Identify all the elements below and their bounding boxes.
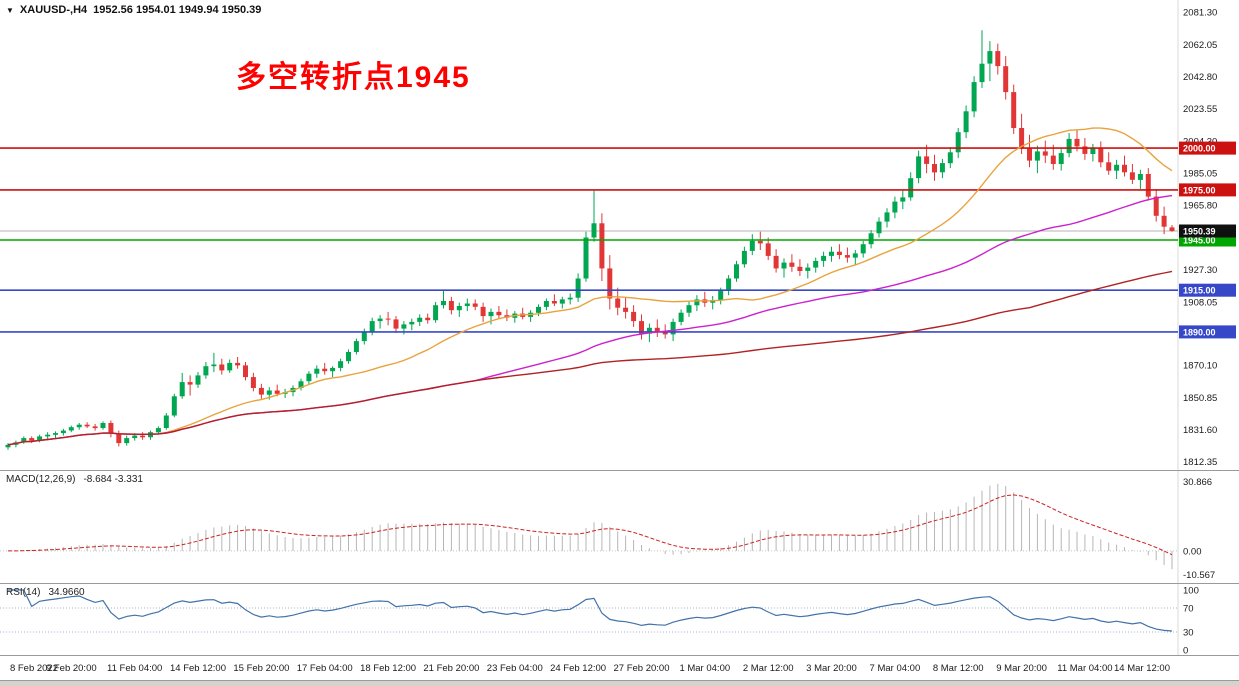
ohlc-values: 1952.56 1954.01 1949.94 1950.39: [93, 4, 262, 16]
collapse-triangle-icon[interactable]: ▼: [6, 5, 14, 15]
macd-values: -8.684 -3.331: [83, 474, 143, 485]
svg-text:1915.00: 1915.00: [1183, 286, 1216, 296]
svg-text:24 Feb 12:00: 24 Feb 12:00: [550, 663, 606, 674]
svg-text:1812.35: 1812.35: [1183, 457, 1217, 468]
svg-text:11 Feb 04:00: 11 Feb 04:00: [107, 663, 162, 674]
svg-text:2000.00: 2000.00: [1183, 144, 1216, 154]
svg-text:1950.39: 1950.39: [1183, 227, 1216, 237]
price-level-box: 2000.00: [1179, 141, 1236, 155]
svg-text:1965.80: 1965.80: [1183, 201, 1217, 212]
price-level-box: 1915.00: [1179, 283, 1236, 297]
svg-text:2081.30: 2081.30: [1183, 8, 1217, 19]
svg-text:1945.00: 1945.00: [1183, 236, 1216, 246]
svg-text:1890.00: 1890.00: [1183, 327, 1216, 337]
svg-text:2 Mar 12:00: 2 Mar 12:00: [743, 663, 794, 674]
chart-annotation[interactable]: 多空转折点1945: [236, 61, 471, 94]
svg-text:8 Mar 12:00: 8 Mar 12:00: [933, 663, 984, 674]
price-level-box: 1890.00: [1179, 325, 1236, 339]
svg-text:7 Mar 04:00: 7 Mar 04:00: [870, 663, 921, 674]
chart-title: ▼ XAUUSD-,H4 1952.56 1954.01 1949.94 195…: [6, 4, 261, 16]
svg-text:1975.00: 1975.00: [1183, 185, 1216, 195]
svg-text:-10.567: -10.567: [1183, 570, 1215, 581]
rsi-indicator-label: RSI(14) 34.9660: [6, 587, 85, 598]
svg-text:2023.55: 2023.55: [1183, 104, 1217, 115]
svg-text:30.866: 30.866: [1183, 477, 1212, 488]
svg-text:9 Feb 20:00: 9 Feb 20:00: [46, 663, 97, 674]
svg-text:100: 100: [1183, 586, 1199, 597]
svg-text:1 Mar 04:00: 1 Mar 04:00: [679, 663, 730, 674]
svg-text:23 Feb 04:00: 23 Feb 04:00: [487, 663, 543, 674]
rsi-canvas[interactable]: 100 70 30 0: [0, 584, 1239, 656]
time-axis: 8 Feb 2022 9 Feb 20:00 11 Feb 04:00 14 Feb …: [0, 655, 1239, 680]
window-bottom-edge: [0, 680, 1239, 686]
svg-text:1927.30: 1927.30: [1183, 265, 1217, 276]
svg-text:17 Feb 04:00: 17 Feb 04:00: [297, 663, 353, 674]
rsi-label: RSI(14): [6, 587, 41, 598]
svg-text:70: 70: [1183, 604, 1194, 615]
svg-text:1850.85: 1850.85: [1183, 393, 1217, 404]
macd-pane[interactable]: 30.866 0.00 -10.567 MACD(12,26,9) -8.684 -…: [0, 470, 1239, 584]
svg-text:15 Feb 20:00: 15 Feb 20:00: [233, 663, 289, 674]
symbol-label: XAUUSD-,H4: [19, 4, 88, 16]
svg-text:9 Mar 20:00: 9 Mar 20:00: [996, 663, 1047, 674]
macd-canvas[interactable]: 30.866 0.00 -10.567: [0, 471, 1239, 584]
svg-text:1985.05: 1985.05: [1183, 169, 1217, 180]
svg-text:21 Feb 20:00: 21 Feb 20:00: [423, 663, 479, 674]
svg-text:3 Mar 20:00: 3 Mar 20:00: [806, 663, 857, 674]
rsi-value: 34.9660: [48, 587, 85, 598]
candlestick-canvas[interactable]: 2081.302062.052042.802023.552004.301985.…: [0, 0, 1239, 470]
svg-text:27 Feb 20:00: 27 Feb 20:00: [614, 663, 670, 674]
svg-text:8 Feb 2022: 8 Feb 2022: [10, 663, 58, 674]
rsi-pane[interactable]: 100 70 30 0 RSI(14) 34.9660: [0, 583, 1239, 656]
svg-text:18 Feb 12:00: 18 Feb 12:00: [360, 663, 416, 674]
svg-text:14 Mar 12:00: 14 Mar 12:00: [1114, 663, 1170, 674]
svg-text:14 Feb 12:00: 14 Feb 12:00: [170, 663, 226, 674]
svg-text:30: 30: [1183, 628, 1194, 639]
svg-text:1908.05: 1908.05: [1183, 297, 1217, 308]
svg-text:2042.80: 2042.80: [1183, 72, 1217, 83]
price-level-box: 1975.00: [1179, 183, 1236, 197]
price-chart-pane[interactable]: 2081.302062.052042.802023.552004.301985.…: [0, 0, 1239, 470]
macd-indicator-label: MACD(12,26,9) -8.684 -3.331: [6, 474, 143, 485]
svg-text:0.00: 0.00: [1183, 546, 1202, 557]
macd-label: MACD(12,26,9): [6, 474, 76, 485]
svg-text:11 Mar 04:00: 11 Mar 04:00: [1057, 663, 1112, 674]
current-price-box: 1950.39: [1179, 224, 1236, 238]
svg-text:0: 0: [1183, 646, 1188, 657]
svg-text:1831.60: 1831.60: [1183, 425, 1217, 436]
svg-text:1870.10: 1870.10: [1183, 361, 1217, 372]
svg-text:2062.05: 2062.05: [1183, 40, 1217, 51]
